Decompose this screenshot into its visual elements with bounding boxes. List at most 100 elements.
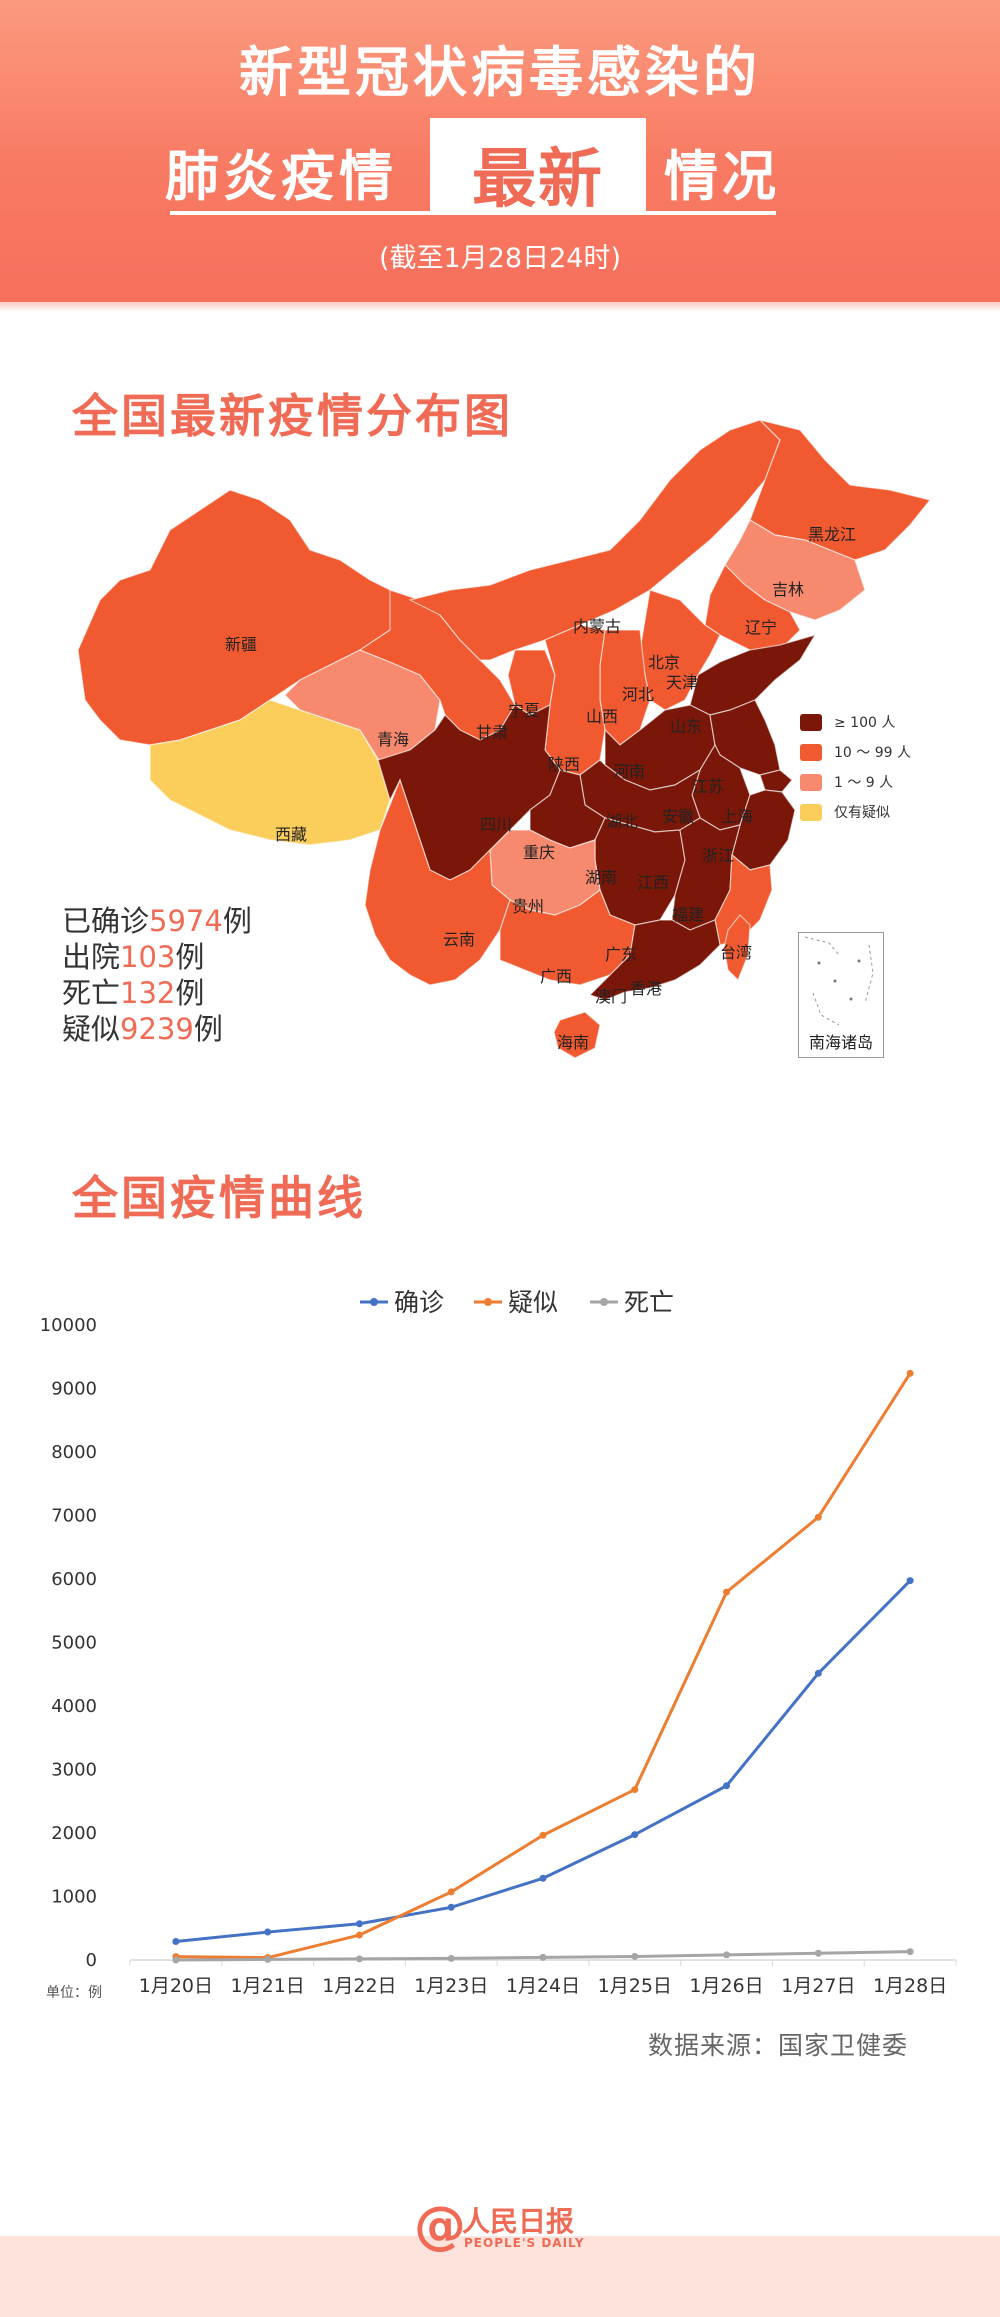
label-guizhou: 贵州 — [512, 897, 544, 916]
map-section-title: 全国最新疫情分布图 — [72, 389, 513, 443]
stat-discharged: 出院103例 — [62, 934, 252, 974]
chart-svg: 0 1000 2000 3000 4000 5000 6000 7000 8000 9000 100… — [40, 1288, 957, 2001]
series-point-0 — [631, 1831, 639, 1839]
label-hebei: 河北 — [622, 685, 654, 704]
legend-label-gte100: ≥ 100 人 — [834, 715, 896, 731]
label-sichuan: 四川 — [480, 815, 512, 834]
label-hunan: 湖南 — [585, 868, 617, 887]
series-point-0 — [539, 1874, 547, 1882]
label-zhejiang: 浙江 — [702, 846, 734, 865]
y-tick-label: 1000 — [51, 1887, 97, 1908]
label-shaanxi: 陕西 — [548, 755, 580, 774]
legend-swatch-gte100 — [800, 714, 822, 731]
label-guangdong: 广东 — [605, 945, 637, 964]
label-chongqing: 重庆 — [523, 843, 555, 862]
y-tick-label: 6000 — [51, 1569, 97, 1590]
stat-deaths-label: 死亡 — [62, 976, 121, 1010]
y-tick-label: 2000 — [51, 1823, 97, 1844]
nanhai-islands-icon — [804, 936, 874, 1026]
stat-deaths-value: 132 — [120, 976, 176, 1010]
y-tick-label: 9000 — [51, 1379, 97, 1400]
series-point-0 — [723, 1782, 731, 1790]
province-heilongjiang — [749, 418, 932, 561]
legend-label-1to9: 1 ～ 9 人 — [834, 775, 894, 791]
title-highlight: 最新 — [472, 143, 604, 217]
series-point-2 — [539, 1953, 547, 1961]
date-subtitle: (截至1月28日24时) — [379, 243, 621, 274]
unit-label: 单位：例 — [46, 1985, 102, 2001]
peoples-daily-logo: @ 人民日报 PEOPLE'S DAILY — [414, 2196, 594, 2256]
nanhai-label: 南海诸岛 — [808, 1033, 873, 1052]
series-point-2 — [814, 1949, 822, 1957]
label-shanxi: 山西 — [586, 707, 618, 726]
title-line2: 肺炎疫情 最新 情况 — [0, 118, 1000, 217]
y-tick-label: 4000 — [51, 1696, 97, 1717]
series-line-0 — [175, 1579, 912, 1944]
header-fade — [0, 296, 1000, 312]
logo-subtext: PEOPLE'S DAILY — [464, 2236, 585, 2250]
title-line1: 新型冠状病毒感染的 — [239, 41, 761, 104]
series-point-2 — [906, 1948, 914, 1956]
label-xinjiang: 新疆 — [225, 635, 257, 654]
province-shanghai — [759, 769, 793, 793]
series-point-1 — [906, 1369, 914, 1377]
label-hubei: 湖北 — [606, 812, 638, 831]
label-neimenggu: 内蒙古 — [573, 617, 621, 636]
series-line-1 — [175, 1372, 912, 1960]
y-tick-label: 7000 — [51, 1506, 97, 1527]
epidemic-line-chart: 0 1000 2000 3000 4000 5000 6000 7000 8000 9000 100… — [0, 1270, 1000, 2050]
legend-marker-0 — [370, 1298, 378, 1306]
x-tick-label: 1月22日 — [322, 1975, 396, 1997]
map-labels: 黑龙江 吉林 辽宁 内蒙古 北京 天津 河北 山西 山东 宁夏 甘肃 青海 新疆… — [225, 525, 856, 1052]
legend-swatch-suspected — [800, 804, 822, 821]
y-tick-label: 5000 — [51, 1633, 97, 1654]
data-source: 数据来源：国家卫健委 — [648, 2031, 909, 2060]
x-tick-label: 1月24日 — [506, 1975, 580, 1997]
legend-label-2: 死亡 — [624, 1288, 674, 1317]
stat-confirmed-unit: 例 — [222, 904, 252, 938]
x-tick-label: 1月23日 — [414, 1975, 488, 1997]
province-hainan — [553, 1011, 601, 1059]
series-point-0 — [814, 1669, 822, 1677]
label-gansu: 甘肃 — [476, 723, 508, 742]
label-jilin: 吉林 — [772, 580, 804, 599]
x-tick-label: 1月21日 — [231, 1975, 305, 1997]
stat-confirmed-label: 已确诊 — [62, 904, 150, 938]
series-point-1 — [723, 1588, 731, 1596]
series-point-0 — [447, 1903, 455, 1911]
province-taiwan — [723, 914, 751, 982]
label-shandong: 山东 — [670, 717, 702, 736]
china-epidemic-map: 黑龙江 吉林 辽宁 内蒙古 北京 天津 河北 山西 山东 宁夏 甘肃 青海 新疆… — [60, 400, 940, 1080]
series-point-0 — [355, 1920, 363, 1928]
series-point-1 — [539, 1831, 547, 1839]
series-point-2 — [172, 1956, 180, 1964]
title-underline — [170, 211, 776, 215]
legend-label-suspected: 仅有疑似 — [834, 805, 890, 821]
y-tick-label: 8000 — [51, 1442, 97, 1463]
series-point-2 — [447, 1954, 455, 1962]
series-point-2 — [723, 1951, 731, 1959]
label-hainan: 海南 — [557, 1033, 589, 1052]
stat-suspected: 疑似9239例 — [62, 1006, 252, 1046]
series-point-1 — [447, 1888, 455, 1896]
series-point-2 — [355, 1955, 363, 1963]
label-jiangxi: 江西 — [637, 873, 669, 892]
y-tick-label: 0 — [86, 1950, 97, 1971]
title-highlight-box: 最新 — [430, 118, 646, 217]
series-point-2 — [631, 1952, 639, 1960]
province-neimenggu — [408, 419, 781, 661]
label-taiwan: 台湾 — [720, 943, 752, 962]
stat-discharged-value: 103 — [120, 940, 176, 974]
logo-text: 人民日报 — [462, 2205, 575, 2238]
series-point-0 — [172, 1938, 180, 1946]
footer-band — [0, 2236, 1000, 2317]
stat-deaths: 死亡132例 — [62, 970, 252, 1010]
stat-suspected-unit: 例 — [193, 1012, 223, 1046]
label-aomen: 澳门 — [595, 987, 627, 1006]
label-yunnan: 云南 — [443, 930, 475, 949]
legend-marker-1 — [484, 1298, 492, 1306]
label-guangxi: 广西 — [540, 967, 572, 986]
label-xizang: 西藏 — [275, 825, 307, 844]
label-qinghai: 青海 — [377, 730, 409, 749]
stat-confirmed: 已确诊5974例 — [62, 898, 252, 938]
